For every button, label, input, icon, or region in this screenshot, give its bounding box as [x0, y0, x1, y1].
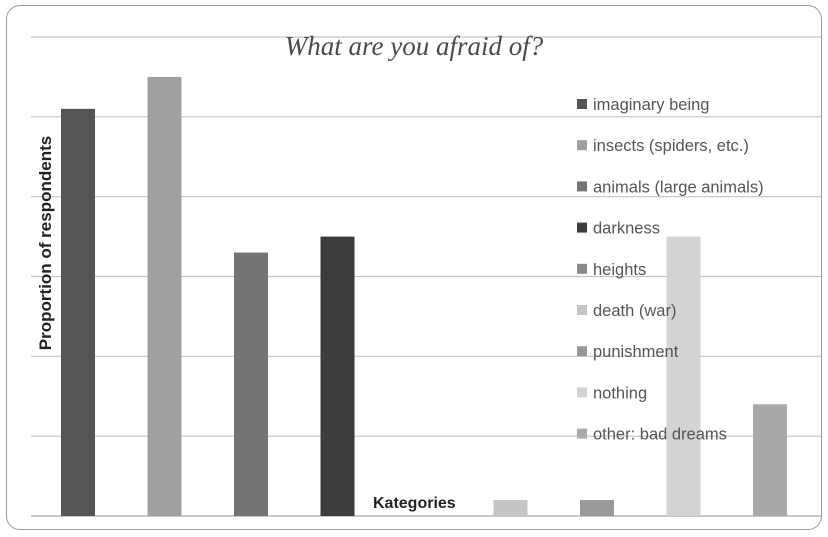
legend-swatch: [577, 428, 587, 439]
legend-label: imaginary being: [593, 96, 709, 114]
legend-item: insects (spiders, etc.): [577, 137, 749, 155]
legend-item: animals (large animals): [577, 178, 764, 196]
bar-punishment: [580, 500, 614, 516]
legend-label: insects (spiders, etc.): [593, 137, 749, 155]
legend-item: death (war): [577, 302, 676, 320]
legend-item: other: bad dreams: [577, 426, 727, 444]
legend-item: punishment: [577, 343, 679, 361]
legend-item: nothing: [577, 384, 647, 402]
legend-label: punishment: [593, 343, 679, 361]
legend-label: heights: [593, 261, 646, 279]
legend-swatch: [577, 99, 587, 109]
bar-other-bad-dreams: [753, 404, 787, 516]
legend-item: heights: [577, 261, 646, 279]
chart-frame: What are you afraid of? Proportion of re…: [6, 5, 822, 530]
bars: [61, 76, 787, 517]
chart-svg: What are you afraid of? Proportion of re…: [31, 31, 821, 517]
chart-title: What are you afraid of?: [285, 31, 544, 61]
legend-label: darkness: [593, 220, 660, 238]
legend-label: animals (large animals): [593, 178, 764, 196]
legend-swatch: [577, 181, 587, 192]
legend-item: imaginary being: [577, 96, 709, 114]
bar-imaginary-being: [61, 108, 95, 516]
legend-label: death (war): [593, 302, 676, 320]
bar-animals-large-animals: [234, 252, 268, 517]
legend-swatch: [577, 387, 587, 398]
bar-death-war: [493, 500, 528, 516]
x-axis-label: Kategories: [373, 495, 456, 512]
legend-label: other: bad dreams: [593, 426, 727, 444]
y-axis-label: Proportion of respondents: [36, 136, 55, 350]
legend-swatch: [577, 305, 587, 315]
bar-insects-spiders-etc: [147, 76, 182, 517]
bar-nothing: [666, 236, 701, 517]
legend-swatch: [577, 263, 587, 274]
legend-label: nothing: [593, 384, 647, 402]
legend-swatch: [577, 140, 587, 151]
bar-darkness: [320, 236, 355, 517]
legend-swatch: [577, 222, 587, 233]
legend-swatch: [577, 346, 587, 357]
legend: imaginary being insects (spiders, etc.) an…: [577, 96, 764, 444]
legend-item: darkness: [577, 220, 660, 238]
